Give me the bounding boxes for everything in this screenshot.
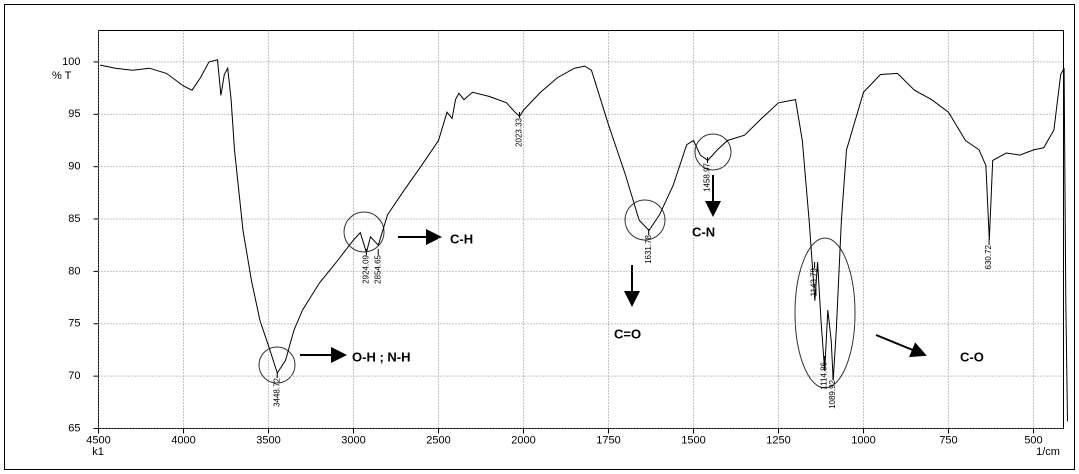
circle [258,346,296,384]
ellipse [794,237,856,389]
x-tick-label: 3500 [256,434,280,446]
annotation: O-H ; N-H [352,349,411,364]
x-axis-label: 1/cm [1036,446,1060,458]
peak-label: 1114.86 [820,361,829,389]
y-tick-label: 65 [68,422,80,434]
spectrum-line [100,59,1068,422]
y-tick-label: 85 [68,213,80,225]
peak-label: 1631.78 [644,234,653,263]
x-tick-label: 1500 [681,434,705,446]
x-tick-label: 3000 [341,434,365,446]
arrows [300,175,927,363]
y-tick-label: 90 [68,161,80,173]
peak-label: 1089.92 [828,379,837,408]
x-tick-label: 500 [1024,434,1042,446]
x-corner-label: k1 [92,446,104,458]
y-tick-label: 95 [68,108,80,120]
circle [343,211,385,253]
y-tick-label: 80 [68,265,80,277]
x-tick-label: 2500 [426,434,450,446]
peak-label: 1143.79 [810,267,819,296]
x-tick-label: 1000 [851,434,875,446]
markers [258,133,856,389]
peak-label: 2924.09 [362,254,371,283]
frame [4,4,1075,470]
y-tick-label: 70 [68,370,80,382]
annotation: C-N [692,224,715,239]
x-tick-label: 4000 [171,434,195,446]
peak-label: 2854.65 [373,254,382,283]
annotation: C-O [960,349,984,364]
x-tick-label: 2000 [511,434,535,446]
annotation: C-H [450,231,473,246]
x-tick-label: 1750 [596,434,620,446]
peak-label: 3448.72 [272,377,281,406]
y-axis-label: % T [52,70,72,82]
peak-label: 2023.33 [515,117,524,146]
peak-label: 1458.97 [703,162,712,191]
x-tick-label: 4500 [86,434,110,446]
y-tick-label: 100 [62,56,80,68]
annotation: C=O [614,326,641,341]
peak-label: 630.72 [984,244,993,269]
circle [624,199,666,241]
y-tick-label: 75 [68,318,80,330]
arrow [875,334,927,358]
circle [694,133,732,171]
x-tick-label: 750 [939,434,957,446]
x-tick-label: 1250 [766,434,790,446]
